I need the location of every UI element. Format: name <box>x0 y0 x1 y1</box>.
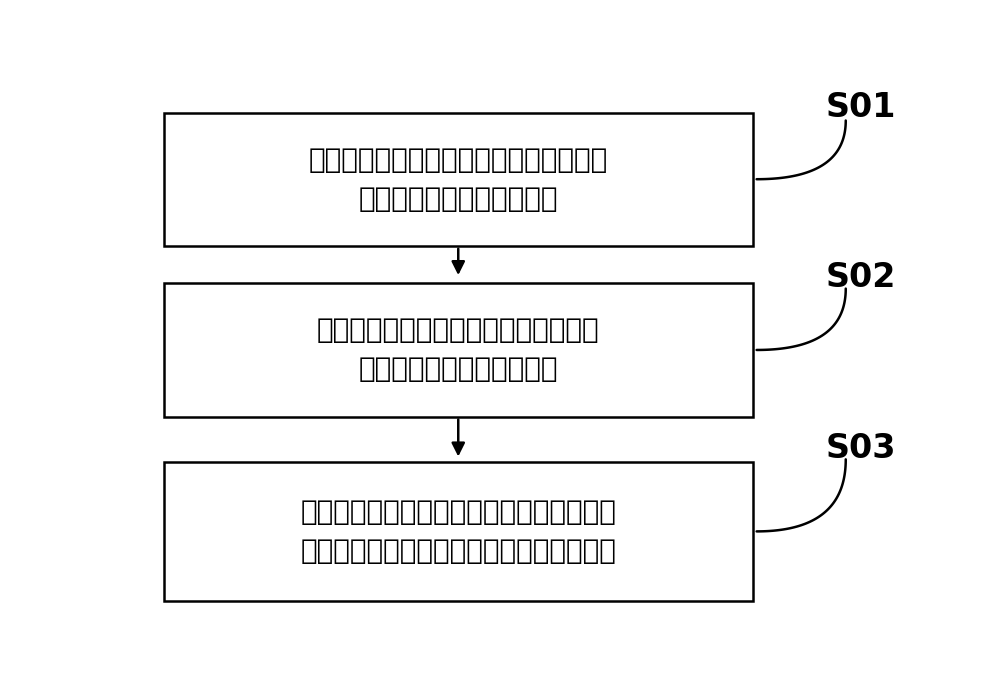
Text: 将每个像素单元的第一基板和第二基板之间
的距离值与阈值比较以确定液晶盒是否异常: 将每个像素单元的第一基板和第二基板之间 的距离值与阈值比较以确定液晶盒是否异常 <box>300 498 616 565</box>
Text: 测量所述液晶盒中每个像素单元的第一基
板和第二基板之间的电容值: 测量所述液晶盒中每个像素单元的第一基 板和第二基板之间的电容值 <box>309 146 608 213</box>
Bar <box>164 112 753 246</box>
Text: S03: S03 <box>826 432 896 465</box>
Text: S01: S01 <box>826 91 896 123</box>
Bar <box>164 462 753 601</box>
Text: S02: S02 <box>826 261 896 295</box>
Bar <box>164 283 753 416</box>
Text: 将每个像素单元的第一基板和第二基板
之间的电容值转化为距离值: 将每个像素单元的第一基板和第二基板 之间的电容值转化为距离值 <box>317 317 600 383</box>
